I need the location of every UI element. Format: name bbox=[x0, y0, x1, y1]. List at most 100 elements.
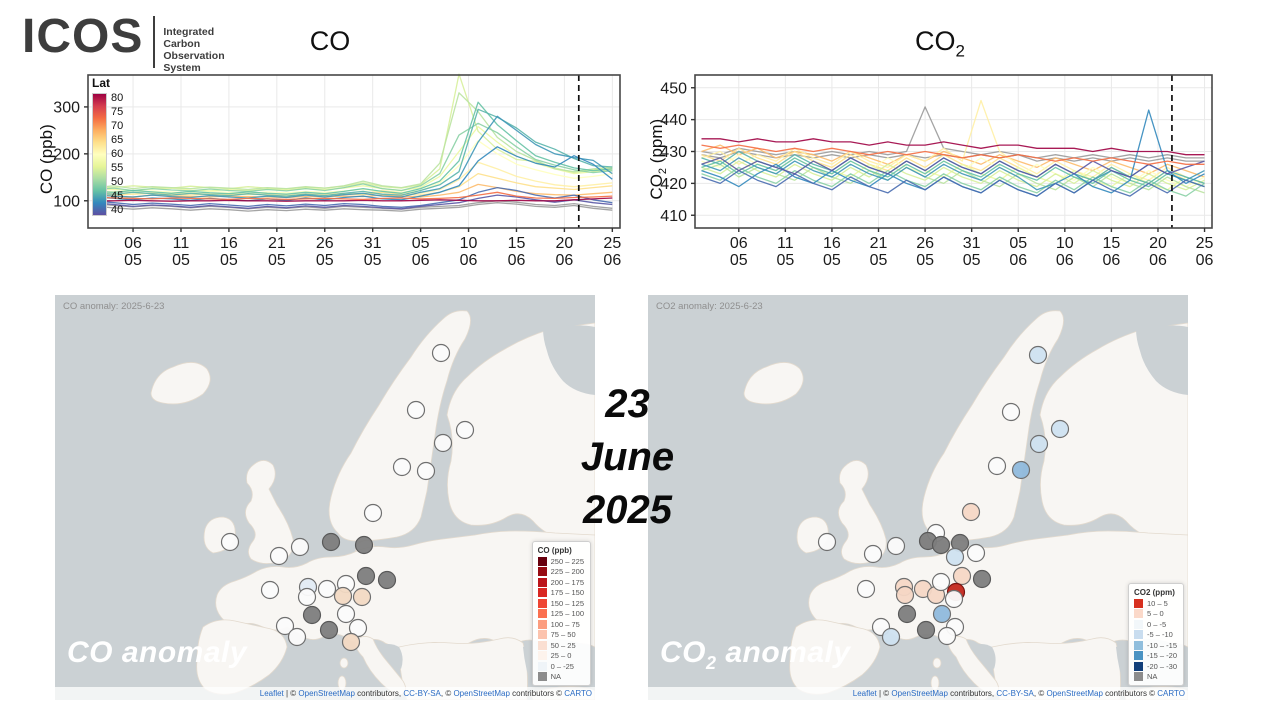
station-circle[interactable] bbox=[290, 537, 310, 557]
station-circle[interactable] bbox=[1050, 419, 1070, 439]
land-shape bbox=[838, 460, 887, 564]
station-circle[interactable] bbox=[392, 457, 412, 477]
station-circle[interactable] bbox=[937, 626, 957, 646]
station-circle[interactable] bbox=[1011, 460, 1031, 480]
station-circle[interactable] bbox=[352, 587, 372, 607]
station-circle[interactable] bbox=[931, 535, 951, 555]
map-attribution: Leaflet | © OpenStreetMap contributors, … bbox=[648, 687, 1188, 700]
station-circle[interactable] bbox=[431, 343, 451, 363]
station-circle[interactable] bbox=[416, 461, 436, 481]
station-circle[interactable] bbox=[952, 566, 972, 586]
x-tick-month-label: 06 bbox=[556, 252, 574, 269]
latitude-legend-title: Lat bbox=[92, 76, 110, 90]
station-circle[interactable] bbox=[333, 586, 353, 606]
attribution-link[interactable]: OpenStreetMap bbox=[891, 689, 948, 698]
series-line bbox=[701, 157, 1205, 178]
station-circle[interactable] bbox=[455, 420, 475, 440]
co-map-overlay-title: CO anomaly: 2025-6-23 bbox=[63, 301, 165, 312]
station-circle[interactable] bbox=[220, 532, 240, 552]
legend-swatch bbox=[537, 640, 547, 650]
station-circle[interactable] bbox=[1028, 345, 1048, 365]
attribution-link[interactable]: Leaflet bbox=[259, 689, 284, 698]
station-circle[interactable] bbox=[354, 535, 374, 555]
attribution-link[interactable]: CC-BY-SA bbox=[403, 689, 441, 698]
series-line bbox=[701, 169, 1205, 197]
station-circle[interactable] bbox=[341, 632, 361, 652]
station-circle[interactable] bbox=[287, 627, 307, 647]
series-line bbox=[701, 106, 1205, 159]
series-line bbox=[701, 166, 1205, 197]
station-circle[interactable] bbox=[966, 543, 986, 563]
station-circle[interactable] bbox=[856, 579, 876, 599]
station-circle[interactable] bbox=[377, 570, 397, 590]
island-shape bbox=[932, 657, 942, 669]
map-legend-entry: 150 – 125 bbox=[537, 598, 584, 608]
attribution-link[interactable]: OpenStreetMap bbox=[1046, 689, 1103, 698]
x-tick-day-label: 11 bbox=[777, 235, 794, 252]
x-tick-day-label: 05 bbox=[412, 235, 430, 252]
station-circle[interactable] bbox=[1029, 434, 1049, 454]
series-line bbox=[94, 202, 613, 212]
station-circle[interactable] bbox=[336, 604, 356, 624]
station-circle[interactable] bbox=[321, 532, 341, 552]
x-tick-month-label: 06 bbox=[1056, 252, 1074, 269]
station-circle[interactable] bbox=[297, 587, 317, 607]
station-circle[interactable] bbox=[886, 536, 906, 556]
station-circle[interactable] bbox=[932, 604, 952, 624]
x-tick-day-label: 25 bbox=[1196, 235, 1214, 252]
attribution-link[interactable]: Leaflet bbox=[852, 689, 877, 698]
y-tick-label: 440 bbox=[660, 112, 687, 129]
series-line bbox=[701, 138, 1205, 156]
logo-subtitle-line: Carbon bbox=[163, 38, 201, 50]
plot-frame bbox=[87, 74, 621, 229]
station-circle[interactable] bbox=[944, 589, 964, 609]
station-circle[interactable] bbox=[433, 433, 453, 453]
legend-swatch bbox=[1133, 609, 1143, 618]
station-circle[interactable] bbox=[916, 620, 936, 640]
station-circle[interactable] bbox=[269, 546, 289, 566]
station-circle[interactable] bbox=[897, 604, 917, 624]
series-line bbox=[701, 144, 1205, 165]
legend-entry-label: NA bbox=[550, 672, 562, 681]
x-tick-month-label: 05 bbox=[364, 252, 382, 269]
x-tick-month-label: 06 bbox=[1149, 252, 1167, 269]
legend-swatch bbox=[1133, 619, 1143, 629]
station-circle[interactable] bbox=[275, 616, 295, 636]
station-circle[interactable] bbox=[1001, 402, 1021, 422]
station-circle[interactable] bbox=[895, 585, 915, 605]
legend-entry-label: 100 – 75 bbox=[550, 619, 580, 629]
date-month: June bbox=[580, 435, 675, 479]
co2-chart-title: CO2 bbox=[915, 26, 965, 61]
co-anomaly-map[interactable]: CO anomaly: 2025-6-23 CO anomaly CO (ppb… bbox=[55, 295, 595, 700]
station-circle[interactable] bbox=[406, 400, 426, 420]
map-legend-entry: -20 – -30 bbox=[1133, 661, 1177, 671]
station-circle[interactable] bbox=[356, 566, 376, 586]
attribution-link[interactable]: CARTO bbox=[1157, 689, 1185, 698]
station-circle[interactable] bbox=[363, 503, 383, 523]
station-circle[interactable] bbox=[945, 547, 965, 567]
station-circle[interactable] bbox=[863, 544, 883, 564]
y-tick-label: 300 bbox=[53, 99, 80, 116]
station-circle[interactable] bbox=[961, 502, 981, 522]
x-tick-month-label: 05 bbox=[220, 252, 238, 269]
x-tick-day-label: 15 bbox=[508, 235, 526, 252]
x-tick-day-label: 21 bbox=[268, 235, 286, 252]
station-circle[interactable] bbox=[987, 456, 1007, 476]
station-circle[interactable] bbox=[260, 580, 280, 600]
co2-anomaly-map[interactable]: CO2 anomaly: 2025-6-23 CO2 anomaly CO2 (… bbox=[648, 295, 1188, 700]
station-circle[interactable] bbox=[817, 532, 837, 552]
station-circle[interactable] bbox=[972, 569, 992, 589]
attribution-link[interactable]: CC-BY-SA bbox=[996, 689, 1034, 698]
station-circle[interactable] bbox=[881, 627, 901, 647]
x-tick-month-label: 05 bbox=[172, 252, 190, 269]
attribution-link[interactable]: OpenStreetMap bbox=[298, 689, 355, 698]
station-circle[interactable] bbox=[317, 579, 337, 599]
attribution-link[interactable]: OpenStreetMap bbox=[453, 689, 510, 698]
latitude-tick-label: 50 bbox=[111, 176, 124, 188]
attribution-link[interactable]: CARTO bbox=[564, 689, 592, 698]
y-tick-label: 420 bbox=[660, 176, 687, 193]
attribution-text: contributors, bbox=[947, 689, 997, 698]
station-circle[interactable] bbox=[931, 572, 951, 592]
station-circle[interactable] bbox=[319, 620, 339, 640]
station-circle[interactable] bbox=[302, 605, 322, 625]
